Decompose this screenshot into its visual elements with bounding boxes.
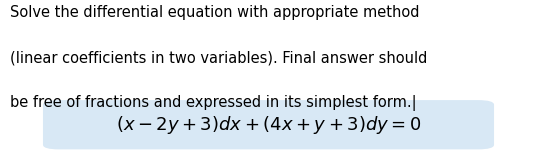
- Text: Solve the differential equation with appropriate method: Solve the differential equation with app…: [10, 5, 419, 20]
- FancyBboxPatch shape: [43, 100, 494, 149]
- Text: $(x - 2y + 3)dx + (4x + y + 3)dy = 0$: $(x - 2y + 3)dx + (4x + y + 3)dy = 0$: [116, 114, 421, 136]
- Text: (linear coefficients in two variables). Final answer should: (linear coefficients in two variables). …: [10, 50, 427, 65]
- Text: be free of fractions and expressed in its simplest form.|: be free of fractions and expressed in it…: [10, 95, 416, 111]
